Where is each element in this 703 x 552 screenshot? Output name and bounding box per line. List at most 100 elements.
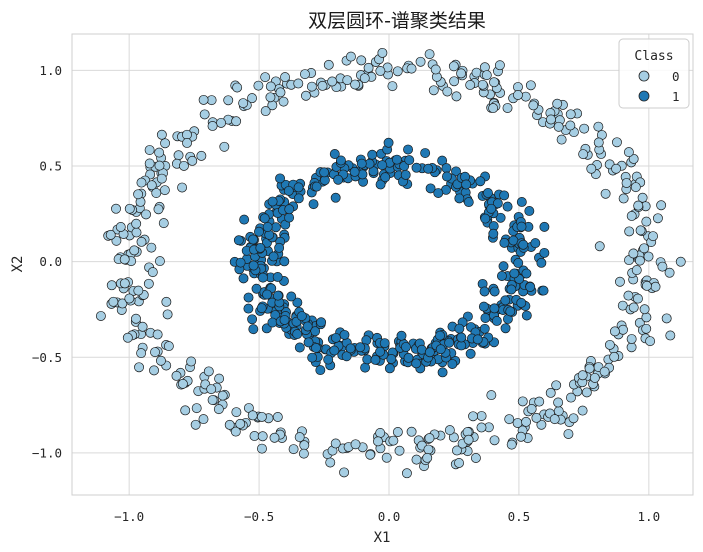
point-class-0 xyxy=(593,121,604,132)
point-class-0 xyxy=(650,281,661,292)
point-class-1 xyxy=(400,342,411,352)
point-class-0 xyxy=(422,452,433,463)
point-class-0 xyxy=(657,261,668,272)
point-class-0 xyxy=(257,443,267,454)
point-class-0 xyxy=(452,445,462,456)
point-class-0 xyxy=(476,411,487,421)
point-class-1 xyxy=(454,323,465,334)
point-class-0 xyxy=(468,411,479,422)
point-class-0 xyxy=(253,80,264,91)
point-class-1 xyxy=(274,242,285,253)
point-class-1 xyxy=(480,213,491,224)
y-axis-label: X2 xyxy=(10,256,26,273)
point-class-1 xyxy=(268,251,279,262)
point-class-0 xyxy=(545,387,556,398)
point-class-1 xyxy=(377,160,388,171)
point-class-1 xyxy=(524,205,535,216)
point-class-0 xyxy=(481,70,492,81)
point-class-1 xyxy=(486,203,497,214)
point-class-0 xyxy=(639,243,650,254)
point-class-0 xyxy=(265,92,276,103)
point-class-1 xyxy=(454,193,465,204)
point-class-0 xyxy=(323,59,334,70)
point-class-0 xyxy=(624,226,635,237)
point-class-0 xyxy=(641,216,652,227)
point-class-0 xyxy=(630,182,641,193)
point-class-1 xyxy=(341,351,352,362)
point-class-0 xyxy=(648,231,658,242)
point-class-0 xyxy=(147,267,158,278)
point-class-0 xyxy=(517,396,528,407)
point-class-1 xyxy=(239,214,250,225)
point-class-0 xyxy=(306,81,317,92)
point-class-0 xyxy=(463,434,474,445)
point-class-0 xyxy=(136,236,147,247)
point-class-0 xyxy=(565,109,576,120)
point-class-0 xyxy=(134,362,144,373)
point-class-1 xyxy=(433,188,444,198)
point-class-0 xyxy=(133,189,144,200)
point-class-0 xyxy=(247,410,258,421)
point-class-0 xyxy=(153,204,164,215)
point-class-0 xyxy=(299,69,310,80)
point-class-0 xyxy=(365,449,376,460)
point-class-1 xyxy=(292,297,303,308)
point-class-1 xyxy=(267,196,278,207)
point-class-1 xyxy=(386,354,397,364)
point-class-0 xyxy=(247,93,257,104)
point-class-0 xyxy=(428,85,439,96)
point-class-1 xyxy=(489,303,500,314)
point-class-0 xyxy=(161,296,172,307)
point-class-1 xyxy=(396,330,407,341)
point-class-1 xyxy=(479,286,490,297)
point-class-1 xyxy=(489,286,500,297)
point-class-0 xyxy=(177,378,188,389)
point-class-0 xyxy=(586,163,597,174)
point-class-0 xyxy=(377,47,388,58)
point-class-1 xyxy=(275,173,285,184)
point-class-1 xyxy=(442,171,452,182)
point-class-0 xyxy=(136,348,147,359)
point-class-1 xyxy=(323,354,334,365)
point-class-0 xyxy=(108,296,119,307)
point-class-1 xyxy=(238,273,249,284)
point-class-0 xyxy=(231,116,242,127)
point-class-1 xyxy=(255,242,266,253)
point-class-0 xyxy=(442,86,453,97)
point-class-0 xyxy=(611,163,622,174)
point-class-0 xyxy=(213,404,224,415)
point-class-1 xyxy=(392,154,402,165)
point-class-0 xyxy=(406,426,417,437)
point-class-0 xyxy=(216,117,226,128)
point-class-1 xyxy=(411,162,422,173)
y-tick-label: 0.0 xyxy=(39,254,62,269)
point-class-1 xyxy=(500,295,511,306)
point-class-1 xyxy=(293,182,304,193)
point-class-0 xyxy=(260,106,271,117)
point-class-0 xyxy=(401,468,412,479)
point-class-0 xyxy=(516,431,526,442)
point-class-0 xyxy=(477,79,488,90)
point-class-1 xyxy=(272,272,283,282)
point-class-0 xyxy=(177,182,188,193)
point-class-1 xyxy=(437,155,448,166)
point-class-0 xyxy=(448,61,459,72)
point-class-0 xyxy=(661,313,672,324)
point-class-1 xyxy=(380,172,391,183)
point-class-1 xyxy=(339,329,350,340)
point-class-0 xyxy=(628,153,639,164)
point-class-0 xyxy=(392,427,403,437)
point-class-0 xyxy=(534,396,545,407)
point-class-1 xyxy=(499,237,510,248)
x-tick-label: −1.0 xyxy=(114,509,144,524)
point-class-1 xyxy=(479,323,490,334)
point-class-0 xyxy=(415,56,426,67)
point-class-0 xyxy=(568,413,579,424)
point-class-1 xyxy=(262,222,273,233)
point-class-1 xyxy=(472,334,483,345)
point-class-0 xyxy=(152,329,163,340)
point-class-0 xyxy=(269,432,280,443)
point-class-0 xyxy=(190,419,201,430)
point-class-0 xyxy=(119,278,130,289)
point-class-0 xyxy=(494,60,505,71)
